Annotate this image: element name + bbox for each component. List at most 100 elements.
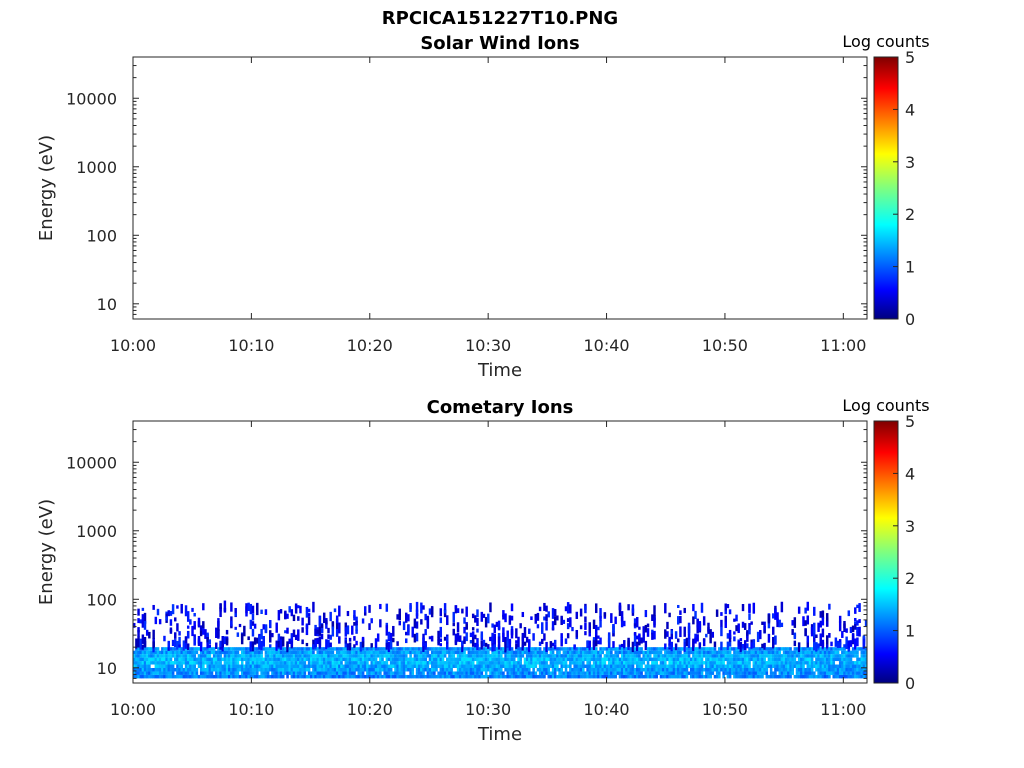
heatmap-cell	[338, 654, 341, 658]
heatmap-cell	[398, 620, 401, 626]
heatmap-cell	[733, 618, 736, 622]
heatmap-cell	[735, 614, 738, 622]
heatmap-cell	[705, 650, 708, 655]
heatmap-cell	[489, 668, 492, 672]
heatmap-cell	[307, 661, 311, 665]
heatmap-cell	[396, 614, 399, 620]
heatmap-cell	[137, 674, 140, 679]
heatmap-cell	[318, 657, 322, 662]
heatmap-cell	[644, 671, 648, 675]
heatmap-cell	[752, 661, 756, 665]
heatmap-cell	[575, 654, 579, 658]
heatmap-cell	[471, 640, 475, 647]
heatmap-cell	[186, 661, 190, 665]
heatmap-cell	[705, 668, 708, 672]
heatmap-cell	[541, 657, 544, 662]
heatmap-cell	[519, 661, 522, 665]
heatmap-cell	[698, 671, 702, 675]
heatmap-cell	[139, 664, 143, 668]
heatmap-cell	[860, 650, 864, 655]
heatmap-cell	[832, 647, 836, 651]
heatmap-cell	[338, 674, 341, 679]
heatmap-cell	[566, 604, 570, 614]
heatmap-cell	[456, 671, 460, 675]
heatmap-cell	[409, 668, 412, 672]
heatmap-cell	[795, 674, 799, 679]
heatmap-cell	[560, 633, 563, 639]
heatmap-cell	[830, 641, 833, 647]
heatmap-cell	[780, 601, 784, 613]
heatmap-cell	[340, 674, 343, 679]
heatmap-cell	[452, 671, 456, 675]
heatmap-cell	[430, 657, 434, 662]
heatmap-cell	[197, 657, 201, 662]
heatmap-cell	[145, 668, 149, 672]
heatmap-cell	[860, 664, 864, 668]
heatmap-cell	[623, 640, 626, 649]
heatmap-cell	[614, 671, 617, 675]
heatmap-cell	[482, 613, 486, 618]
heatmap-cell	[534, 647, 538, 651]
heatmap-cell	[240, 657, 244, 662]
heatmap-cell	[625, 664, 628, 668]
heatmap-cell	[560, 647, 564, 651]
heatmap-cell	[202, 654, 205, 658]
heatmap-cell	[797, 671, 801, 675]
heatmap-cell	[310, 671, 313, 675]
heatmap-cell	[133, 650, 136, 655]
heatmap-cell	[573, 671, 576, 675]
heatmap-cell	[849, 674, 853, 679]
heatmap-cell	[698, 674, 702, 679]
heatmap-cell	[806, 641, 810, 648]
heatmap-cell	[519, 671, 522, 675]
heatmap-cell	[633, 654, 637, 658]
heatmap-cell	[571, 668, 574, 672]
heatmap-cell	[711, 661, 715, 665]
heatmap-cell	[189, 661, 192, 665]
heatmap-cell	[545, 668, 548, 672]
heatmap-cell	[497, 674, 501, 679]
heatmap-cell	[329, 661, 333, 665]
heatmap-cell	[636, 654, 639, 658]
heatmap-cell	[284, 610, 287, 620]
heatmap-cell	[333, 654, 337, 658]
heatmap-cell	[407, 661, 410, 665]
heatmap-cell	[776, 618, 779, 628]
heatmap-cell	[171, 671, 175, 675]
heatmap-cell	[420, 602, 423, 614]
heatmap-cell	[813, 664, 816, 668]
heatmap-cell	[489, 602, 492, 613]
heatmap-cell	[297, 635, 300, 641]
heatmap-cell	[275, 657, 279, 662]
heatmap-cell	[428, 671, 432, 675]
heatmap-cell	[730, 668, 734, 672]
heatmap-cell	[500, 647, 503, 651]
heatmap-cell	[452, 622, 455, 627]
heatmap-cell	[681, 674, 684, 679]
heatmap-cell	[191, 650, 194, 655]
heatmap-cell	[463, 668, 466, 672]
heatmap-cell	[299, 661, 302, 665]
heatmap-cell	[765, 647, 769, 651]
heatmap-cell	[551, 668, 555, 672]
heatmap-cell	[569, 617, 572, 628]
heatmap-cell	[251, 661, 255, 665]
heatmap-cell	[625, 650, 628, 655]
heatmap-cell	[294, 650, 298, 655]
heatmap-cell	[376, 668, 380, 672]
heatmap-cell	[372, 668, 376, 672]
heatmap-cell	[489, 657, 492, 662]
heatmap-cell	[266, 647, 270, 651]
heatmap-cell	[525, 668, 529, 672]
heatmap-cell	[538, 668, 542, 672]
heatmap-cell	[655, 674, 658, 679]
heatmap-cell	[700, 661, 704, 665]
heatmap-cell	[230, 654, 233, 658]
heatmap-cell	[726, 671, 730, 675]
heatmap-cell	[379, 664, 382, 668]
heatmap-cell	[718, 647, 721, 651]
heatmap-cell	[655, 668, 658, 672]
heatmap-cell	[493, 624, 496, 634]
heatmap-cell	[288, 657, 291, 662]
heatmap-cell	[135, 671, 138, 675]
